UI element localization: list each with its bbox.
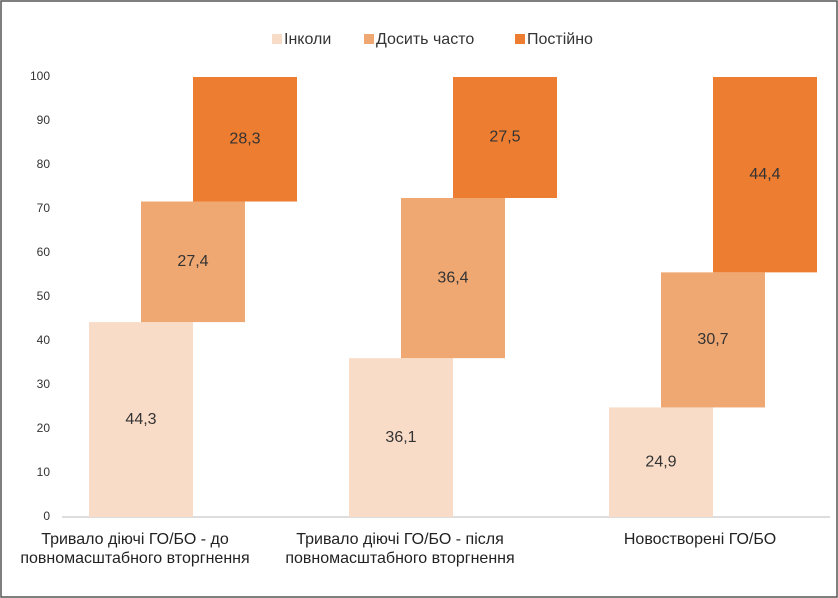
x-tick-label: Новостворені ГО/БО [623,531,777,548]
y-tick-label: 0 [43,509,50,523]
data-label: 36,4 [437,269,468,286]
y-tick-label: 30 [37,377,51,391]
legend-swatch [364,34,374,44]
x-tick-label: Тривало діючі ГО/БО - після повномасштаб… [285,531,515,567]
y-tick-label: 10 [37,465,51,479]
bar [401,198,505,359]
y-tick-label: 70 [37,201,51,215]
y-tick-label: 60 [37,245,51,259]
bar [349,358,453,517]
bar [193,77,297,202]
data-label: 27,4 [177,253,208,270]
data-label: 30,7 [697,331,728,348]
data-label: 27,5 [489,129,520,146]
y-tick-label: 40 [37,333,51,347]
legend-label: Постійно [527,31,593,48]
legend-label: Досить часто [376,31,474,48]
bar [609,407,713,517]
bar [661,272,765,408]
y-tick-label: 100 [30,69,50,83]
y-tick-label: 90 [37,113,51,127]
bar [713,77,817,273]
bar [89,322,193,517]
data-label: 44,3 [125,411,156,428]
legend-swatch [272,34,282,44]
data-label: 36,1 [385,429,416,446]
legend-swatch [515,34,525,44]
legend-label: Інколи [284,31,331,48]
data-label: 24,9 [645,453,676,470]
y-tick-label: 50 [37,289,51,303]
y-tick-label: 20 [37,421,51,435]
x-tick-label: Тривало діючі ГО/БО - до повномасштабног… [20,531,250,567]
bar [453,77,557,198]
bar [141,201,245,323]
data-label: 44,4 [749,166,780,183]
data-label: 28,3 [229,130,260,147]
y-tick-label: 80 [37,157,51,171]
